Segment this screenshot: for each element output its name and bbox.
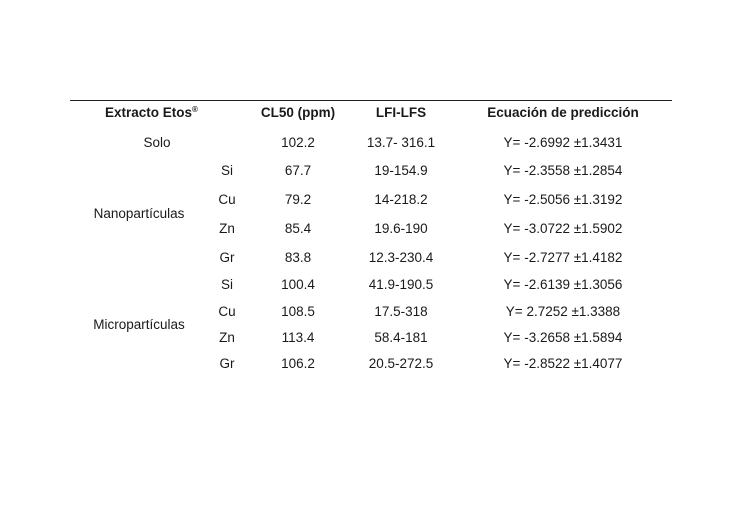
cell-lfi: 17.5-318 bbox=[374, 304, 428, 319]
cell-subgroup: Si bbox=[220, 163, 234, 178]
cell-equation: Y= -2.7277 ±1.4182 bbox=[503, 250, 623, 265]
table-top-rule bbox=[70, 100, 672, 101]
cell-lfi: 20.5-272.5 bbox=[368, 356, 434, 371]
cell-subgroup: Zn bbox=[219, 330, 235, 345]
cell-cl50: 113.4 bbox=[281, 330, 315, 345]
cell-subgroup: Cu bbox=[218, 304, 236, 319]
cell-lfi: 14-218.2 bbox=[374, 192, 428, 207]
results-table: Extracto Etos® CL50 (ppm) LFI-LFS Ecuaci… bbox=[70, 99, 672, 389]
header-lfi-lfs: LFI-LFS bbox=[375, 105, 427, 120]
header-equation: Ecuación de predicción bbox=[487, 105, 639, 120]
group-label-solo: Solo bbox=[143, 135, 171, 150]
group-label-microparticles: Micropartículas bbox=[93, 317, 185, 332]
header-extract: Extracto Etos® bbox=[105, 106, 198, 120]
cell-equation: Y= -2.6992 ±1.3431 bbox=[503, 135, 623, 150]
cell-subgroup: Gr bbox=[219, 356, 235, 371]
cell-subgroup: Cu bbox=[218, 192, 236, 207]
cell-equation: Y= -2.5056 ±1.3192 bbox=[503, 192, 623, 207]
cell-subgroup: Gr bbox=[219, 250, 235, 265]
cell-cl50: 67.7 bbox=[284, 163, 312, 178]
header-extract-sup: ® bbox=[192, 105, 198, 114]
cell-lfi: 19.6-190 bbox=[374, 221, 428, 236]
cell-subgroup: Si bbox=[220, 277, 234, 292]
cell-cl50: 106.2 bbox=[281, 356, 315, 371]
cell-equation: Y= -3.0722 ±1.5902 bbox=[503, 221, 623, 236]
cell-subgroup: Zn bbox=[219, 221, 235, 236]
cell-cl50: 108.5 bbox=[281, 304, 315, 319]
cell-equation: Y= -2.6139 ±1.3056 bbox=[503, 277, 623, 292]
cell-equation: Y= -3.2658 ±1.5894 bbox=[503, 330, 623, 345]
cell-lfi: 12.3-230.4 bbox=[368, 250, 434, 265]
cell-equation: Y= -2.3558 ±1.2854 bbox=[503, 163, 623, 178]
cell-cl50: 85.4 bbox=[284, 221, 312, 236]
cell-lfi: 41.9-190.5 bbox=[368, 277, 434, 292]
cell-lfi: 13.7- 316.1 bbox=[366, 135, 436, 150]
cell-equation: Y= 2.7252 ±1.3388 bbox=[505, 304, 621, 319]
cell-cl50: 102.2 bbox=[281, 135, 315, 150]
header-extract-text: Extracto Etos bbox=[105, 105, 193, 120]
cell-lfi: 58.4-181 bbox=[374, 330, 428, 345]
cell-cl50: 79.2 bbox=[284, 192, 312, 207]
cell-cl50: 83.8 bbox=[284, 250, 312, 265]
cell-lfi: 19-154.9 bbox=[374, 163, 428, 178]
cell-equation: Y= -2.8522 ±1.4077 bbox=[503, 356, 623, 371]
cell-cl50: 100.4 bbox=[281, 277, 315, 292]
group-label-nanoparticles: Nanopartículas bbox=[93, 206, 185, 221]
header-cl50: CL50 (ppm) bbox=[260, 105, 336, 120]
